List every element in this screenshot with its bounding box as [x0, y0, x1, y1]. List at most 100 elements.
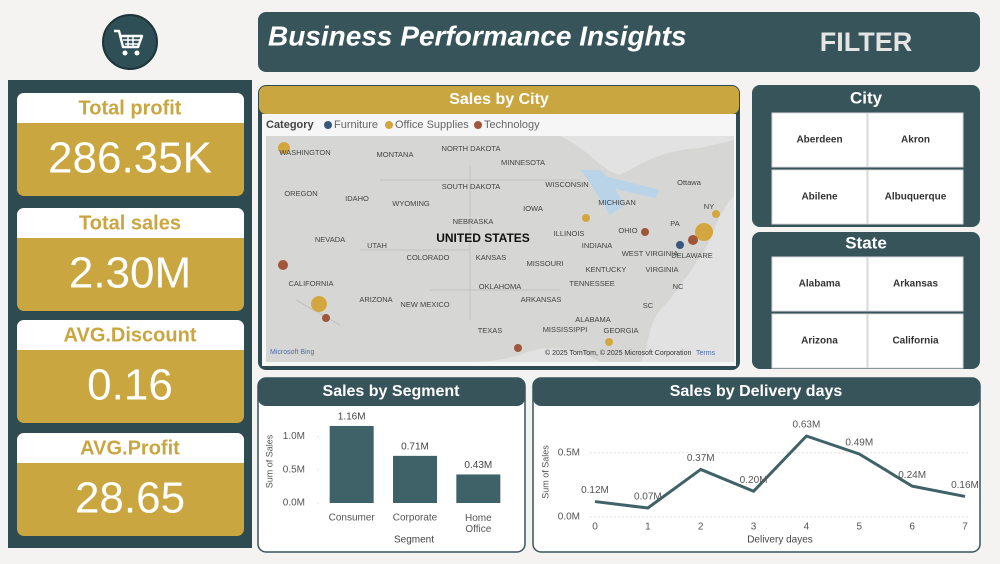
y-axis-label: Sum of Sales: [540, 445, 550, 499]
x-tick-label: Home Office: [465, 513, 492, 535]
map-label: MISSOURI: [526, 259, 563, 268]
filter-button[interactable]: [867, 256, 964, 312]
data-label: 0.71M: [401, 441, 429, 452]
bar: [456, 474, 501, 503]
kpi-label: AVG.Profit: [80, 437, 180, 459]
filter-option[interactable]: Arizona: [801, 336, 838, 347]
x-axis-label: Delivery dayes: [747, 535, 813, 546]
bar: [393, 455, 437, 503]
map-label: NEVADA: [315, 235, 345, 244]
map-label: WYOMING: [392, 199, 430, 208]
filter-button[interactable]: [867, 169, 964, 225]
segment-header: [258, 378, 525, 406]
y-tick-label: 0.5M: [558, 447, 580, 458]
legend-swatch: [324, 121, 332, 129]
map-terms[interactable]: Terms: [696, 350, 716, 357]
cart-icon: [102, 14, 158, 70]
data-label: 0.24M: [898, 470, 926, 481]
data-label: 0.63M: [793, 420, 821, 431]
map-label: MINNESOTA: [501, 158, 545, 167]
y-tick-label: 0.5M: [283, 464, 305, 475]
legend-title: Category: [266, 119, 315, 131]
filter-button[interactable]: [771, 313, 868, 369]
map-label: NC: [673, 282, 684, 291]
filter-button[interactable]: [867, 112, 964, 168]
kpi-label: Total sales: [79, 212, 181, 234]
filter-button[interactable]: [771, 256, 868, 312]
kpi-value: 28.65: [75, 474, 185, 523]
filter-option[interactable]: Aberdeen: [796, 135, 842, 146]
filter-option[interactable]: Arkansas: [893, 279, 938, 290]
map-label: DELAWARE: [671, 251, 713, 260]
kpi-cards: Total profit 286.35K Total sales 2.30M AVG.D…: [17, 93, 244, 536]
filter-button[interactable]: [771, 112, 868, 168]
x-axis-label: Segment: [394, 535, 434, 546]
map-label: ALABAMA: [575, 315, 610, 324]
filter-option[interactable]: Alabama: [799, 279, 841, 290]
chart-title: Sales by Segment: [323, 383, 461, 400]
filter-option[interactable]: Abilene: [801, 192, 838, 203]
map-label: NEW MEXICO: [400, 300, 449, 309]
x-tick-label: 1: [645, 522, 651, 533]
kpi-label: AVG.Discount: [64, 324, 197, 346]
map-label: IDAHO: [345, 194, 369, 203]
map-label: PA: [670, 219, 679, 228]
map-title: Sales by City: [449, 91, 549, 108]
city-title: City: [850, 88, 883, 107]
x-tick-label: 4: [804, 522, 810, 533]
y-tick-label: 0.0M: [283, 498, 305, 509]
filter-buttons: Aberdeen Akron Abilene Albuquerque Alabama Ar…: [771, 112, 964, 369]
map-label: GEORGIA: [603, 326, 638, 335]
map-label: WISCONSIN: [545, 180, 588, 189]
map-labels: Furniture Office Supplies Technology WASHIN…: [279, 119, 714, 335]
map-label: VIRGINIA: [646, 265, 679, 274]
map-label: UTAH: [367, 241, 387, 250]
map-label: NY: [704, 202, 714, 211]
filter-option[interactable]: California: [892, 336, 939, 347]
map-label: TENNESSEE: [569, 279, 614, 288]
map-label: INDIANA: [582, 241, 612, 250]
filter-button[interactable]: [867, 313, 964, 369]
map-header: [259, 86, 739, 114]
filter-label: FILTER: [820, 27, 912, 57]
map-label: IOWA: [523, 204, 543, 213]
map-label: Ottawa: [677, 178, 702, 187]
map-label: CALIFORNIA: [288, 279, 333, 288]
map-label: KANSAS: [476, 253, 506, 262]
map-label: COLORADO: [407, 253, 450, 262]
data-label: 0.07M: [634, 492, 662, 503]
kpi-card-header-fill: [17, 453, 244, 463]
legend-swatch: [474, 121, 482, 129]
filter-option[interactable]: Akron: [901, 135, 930, 146]
data-label: 0.49M: [845, 438, 873, 449]
header-bar: [258, 12, 980, 72]
x-tick-label: 5: [857, 522, 863, 533]
map-label: WASHINGTON: [279, 148, 330, 157]
map-label: OHIO: [618, 226, 637, 235]
chart-title: Sales by Delivery days: [670, 383, 843, 400]
x-tick-label: Corporate: [393, 513, 438, 524]
kpi-value: 286.35K: [48, 134, 212, 183]
map-label: KENTUCKY: [586, 265, 627, 274]
legend-label: Technology: [484, 119, 540, 131]
map-label: WEST VIRGINIA: [622, 249, 679, 258]
map-label: SOUTH DAKOTA: [442, 182, 501, 191]
map-label: MISSISSIPPI: [543, 325, 588, 334]
filter-option[interactable]: Albuquerque: [885, 192, 947, 203]
line: [594, 434, 966, 510]
filter-button[interactable]: [771, 169, 868, 225]
kpi-card-header-fill: [17, 340, 244, 350]
map-label: MICHIGAN: [598, 198, 636, 207]
map-label: OKLAHOMA: [479, 282, 522, 291]
map-land: [266, 136, 734, 362]
map-label: UNITED STATES: [436, 231, 530, 245]
data-label: 0.43M: [464, 460, 492, 471]
map-label: NEBRASKA: [453, 217, 494, 226]
map-label: NORTH DAKOTA: [442, 144, 501, 153]
kpi-card-header-fill: [17, 113, 244, 123]
map-label: SC: [643, 301, 654, 310]
kpi-value: 0.16: [87, 361, 173, 410]
legend-label: Furniture: [334, 119, 378, 131]
x-tick-label: 7: [962, 522, 968, 533]
